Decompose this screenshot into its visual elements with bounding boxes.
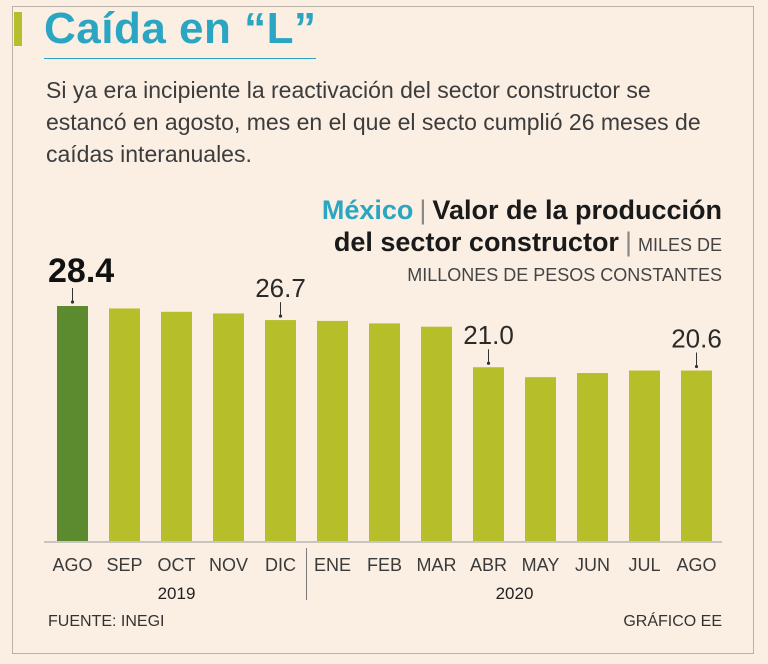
subtitle: Si ya era incipiente la reactivación del… xyxy=(46,77,701,167)
source-note: FUENTE: INEGI xyxy=(48,613,165,630)
bar-mar-7 xyxy=(421,326,452,541)
tick-label: JUN xyxy=(575,555,610,575)
tick-label: AGO xyxy=(52,555,92,575)
title-underline xyxy=(44,58,316,59)
tick-label: ENE xyxy=(314,555,351,575)
chart-header: México | Valor de la producción del sector… xyxy=(322,194,722,289)
label-leader-dot xyxy=(278,314,283,318)
chart-title-1: Valor de la producción xyxy=(432,195,722,225)
tick-label: JUL xyxy=(628,555,660,575)
tick-label: FEB xyxy=(367,555,402,575)
tick-label: DIC xyxy=(265,555,296,575)
year-label: 2020 xyxy=(496,584,534,603)
bar-nov-3 xyxy=(213,313,244,541)
chart-title-line-1: México | Valor de la producción xyxy=(322,194,722,226)
divider: | xyxy=(419,195,427,225)
tick-label: MAR xyxy=(417,555,457,575)
label-leader-dot xyxy=(70,300,75,304)
chart-title-line-2: del sector constructor | MILES DE xyxy=(322,226,722,261)
data-label: 20.6 xyxy=(671,324,722,354)
bar-ago-12 xyxy=(681,370,712,541)
label-leader-dot xyxy=(694,364,699,369)
bar-abr-8 xyxy=(473,367,504,541)
units-label-1: MILES DE xyxy=(637,235,722,255)
bar-sep-1 xyxy=(109,308,140,541)
data-label: 28.4 xyxy=(48,252,114,290)
tick-label: SEP xyxy=(106,555,142,575)
tick-label: ABR xyxy=(470,555,507,575)
bar-feb-6 xyxy=(369,323,400,541)
bar-dic-4 xyxy=(265,320,296,541)
year-label: 2019 xyxy=(158,584,196,603)
tick-label: OCT xyxy=(158,555,196,575)
divider: | xyxy=(624,227,632,257)
bar-jun-10 xyxy=(577,373,608,541)
data-label: 21.0 xyxy=(463,320,514,350)
tick-label: AGO xyxy=(676,555,716,575)
country-label: México xyxy=(321,195,414,225)
title-accent-bar xyxy=(14,12,22,46)
tick-label: MAY xyxy=(522,555,560,575)
page-title: Caída en “L” xyxy=(44,4,317,53)
bar-oct-2 xyxy=(161,311,192,541)
label-leader-dot xyxy=(486,361,491,365)
bar-may-9 xyxy=(525,377,556,541)
bar-jul-11 xyxy=(629,370,660,541)
data-label: 26.7 xyxy=(255,273,306,303)
tick-label: NOV xyxy=(209,555,248,575)
bar-ago-0 xyxy=(57,306,88,541)
chart-title-2: del sector constructor xyxy=(333,227,619,257)
credit-note: GRÁFICO EE xyxy=(623,613,722,630)
bar-ene-5 xyxy=(317,320,348,541)
chart-frame xyxy=(12,6,754,654)
units-label-2: MILLONES DE PESOS CONSTANTES xyxy=(407,265,722,285)
